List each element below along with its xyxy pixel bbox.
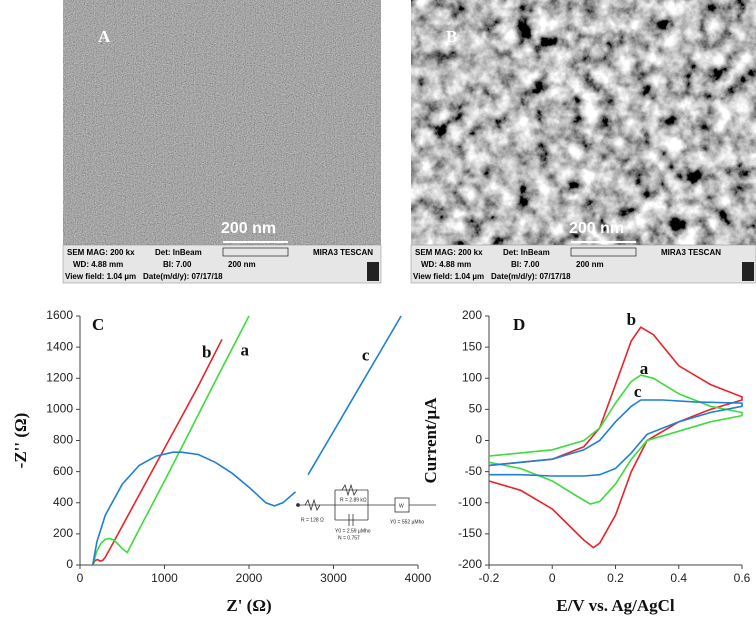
circuit-label: W <box>399 503 404 509</box>
chart-title: C <box>92 315 104 334</box>
info-text: WD: 4.88 mm <box>73 260 123 269</box>
y-tick-label: 0 <box>66 557 73 571</box>
y-tick-label: 400 <box>53 495 73 509</box>
x-tick-label: 0 <box>549 571 556 585</box>
series-line <box>91 315 250 566</box>
series-line <box>488 374 743 505</box>
x-tick-label: 0.2 <box>607 571 624 585</box>
y-tick-label: 200 <box>462 308 482 322</box>
y-tick-label: 1200 <box>46 370 73 384</box>
y-tick-label: 200 <box>53 526 73 540</box>
y-tick-label: -200 <box>458 557 482 571</box>
info-text: Det: InBeam <box>155 248 202 257</box>
y-tick-label: 800 <box>53 433 73 447</box>
info-text: View field: 1.04 µm <box>413 272 484 281</box>
info-text: BI: 7.00 <box>163 260 192 269</box>
series-line <box>91 338 223 566</box>
y-tick-label: 0 <box>475 433 482 447</box>
circuit-label: Y0 = 2.59 µMho <box>335 528 371 534</box>
x-axis-label: E/V vs. Ag/AgCl <box>556 596 675 615</box>
x-tick-label: 0 <box>77 571 84 585</box>
info-text: SEM MAG: 200 kx <box>67 248 135 257</box>
info-text: 200 nm <box>228 260 256 269</box>
info-text: MIRA3 TESCAN <box>661 248 721 257</box>
y-tick-label: -50 <box>465 464 483 478</box>
info-scale-box <box>570 247 637 257</box>
sem-image-texture <box>63 0 381 245</box>
info-logo <box>742 262 754 281</box>
chart-title: D <box>513 315 525 334</box>
circuit-label: R = 128 Ω <box>301 517 324 523</box>
info-text: BI: 7.00 <box>511 260 540 269</box>
info-bar <box>410 244 756 284</box>
y-tick-label: 1600 <box>46 308 73 322</box>
series-line <box>488 326 743 549</box>
y-tick-label: 1000 <box>46 402 73 416</box>
x-tick-label: 1000 <box>151 571 178 585</box>
info-text: 200 nm <box>576 260 604 269</box>
y-tick-label: 1400 <box>46 339 73 353</box>
y-tick-label: 150 <box>462 339 482 353</box>
info-text: WD: 4.88 mm <box>421 260 471 269</box>
x-tick-label: 0.6 <box>734 571 751 585</box>
info-text: Date(m/d/y): 07/17/18 <box>143 272 223 281</box>
panel-label: B <box>446 27 457 46</box>
circuit-label: R = 2.89 kΩ <box>340 497 367 503</box>
x-axis-label: Z' (Ω) <box>226 596 271 615</box>
series-line <box>91 315 402 566</box>
scale-label: 200 nm <box>569 220 624 237</box>
info-text: Det: InBeam <box>503 248 550 257</box>
circuit-label: Y0 = 552 µMho <box>390 519 424 525</box>
info-bar <box>62 244 382 284</box>
series-label: a <box>241 341 250 360</box>
info-text: MIRA3 TESCAN <box>313 248 373 257</box>
x-tick-label: 2000 <box>236 571 263 585</box>
x-tick-label: 0.4 <box>670 571 687 585</box>
panel-label: A <box>98 27 111 46</box>
sem-image-texture <box>411 0 756 245</box>
y-tick-label: 50 <box>469 402 483 416</box>
info-text: Date(m/d/y): 07/17/18 <box>491 272 571 281</box>
circuit-label: N = 0.757 <box>338 535 360 541</box>
series-line <box>488 399 743 477</box>
y-axis-label: -Z'' (Ω) <box>11 413 30 469</box>
info-text: View field: 1.04 µm <box>65 272 136 281</box>
series-label: b <box>202 342 211 361</box>
info-logo <box>367 262 379 281</box>
y-tick-label: 600 <box>53 464 73 478</box>
x-tick-label: 3000 <box>320 571 347 585</box>
y-tick-label: 100 <box>462 370 482 384</box>
y-tick-label: -100 <box>458 495 482 509</box>
info-scale-box <box>222 247 289 257</box>
series-label: a <box>640 359 649 378</box>
x-tick-label: 4000 <box>405 571 432 585</box>
series-label: c <box>362 345 370 364</box>
series-label: b <box>627 310 636 329</box>
info-text: SEM MAG: 200 kx <box>415 248 483 257</box>
circuit-inset <box>296 483 436 526</box>
scale-label: 200 nm <box>221 220 276 237</box>
series-label: c <box>634 382 642 401</box>
y-tick-label: -150 <box>458 526 482 540</box>
x-tick-label: -0.2 <box>479 571 500 585</box>
y-axis-label: Current/µA <box>421 397 440 484</box>
